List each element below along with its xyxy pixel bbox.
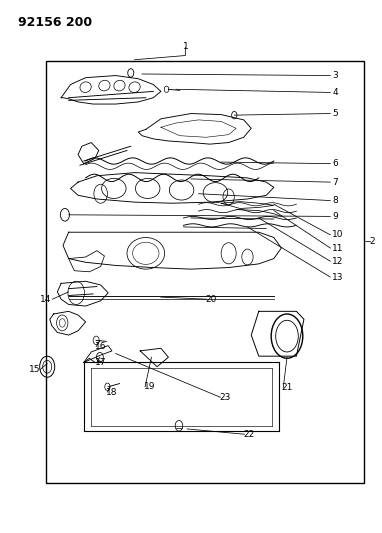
Text: 20: 20: [205, 295, 217, 304]
Text: 92156 200: 92156 200: [18, 16, 92, 29]
Text: 14: 14: [40, 295, 51, 304]
Text: 4: 4: [332, 88, 338, 97]
Bar: [46, 61, 364, 483]
Text: 21: 21: [282, 383, 293, 392]
Text: 5: 5: [332, 109, 338, 118]
Text: 15: 15: [29, 365, 40, 374]
Text: 9: 9: [332, 212, 338, 221]
Text: 12: 12: [332, 257, 343, 266]
Text: 23: 23: [219, 393, 231, 402]
Text: 3: 3: [332, 71, 338, 80]
Text: 11: 11: [332, 244, 344, 253]
Text: 10: 10: [332, 230, 344, 239]
Text: 22: 22: [243, 430, 254, 439]
Text: 13: 13: [332, 272, 344, 281]
Text: 1: 1: [183, 42, 188, 51]
Text: 18: 18: [106, 387, 118, 397]
Text: 8: 8: [332, 196, 338, 205]
Text: 6: 6: [332, 159, 338, 168]
Text: 17: 17: [95, 358, 107, 367]
Text: 16: 16: [95, 342, 107, 351]
Text: 2: 2: [370, 237, 376, 246]
Text: 19: 19: [144, 382, 155, 391]
Text: 7: 7: [332, 177, 338, 187]
